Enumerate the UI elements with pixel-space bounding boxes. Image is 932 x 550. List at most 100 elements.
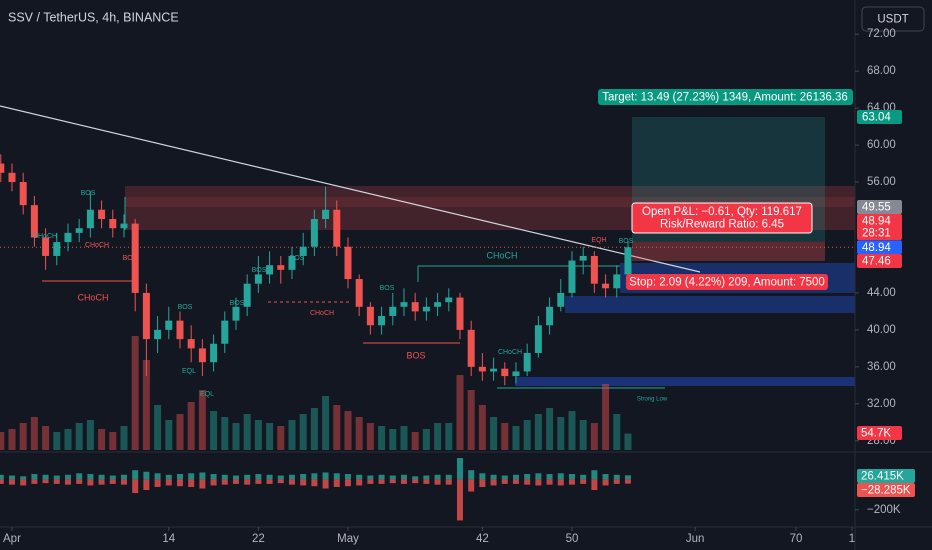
oscillator-bar (322, 472, 329, 480)
candle-body (64, 232, 72, 243)
price-tag-label: 48.94 (862, 242, 891, 254)
oscillator-bar (501, 475, 508, 480)
structure-label: BOS (380, 285, 395, 292)
y-tick-label: 60.00 (867, 139, 896, 151)
volume-bar (557, 417, 565, 450)
oscillator-bar (154, 479, 161, 487)
candle-body (602, 283, 610, 289)
candle-body (568, 260, 576, 293)
oscillator-bar (434, 474, 441, 480)
oscillator-bar (356, 479, 363, 486)
volume-bar (512, 426, 520, 450)
target-label-box (598, 89, 853, 105)
structure-label: CHoCH (85, 242, 109, 249)
volume-bar (445, 423, 453, 450)
price-tag-label: 47.46 (862, 255, 891, 267)
candle-body (490, 368, 498, 372)
x-tick-label: Apr (3, 533, 21, 545)
volume-bar (389, 429, 397, 450)
volume-bar (42, 426, 50, 450)
volume-bar (210, 411, 218, 450)
volume-bar (579, 420, 587, 450)
structure-label: BOS (252, 267, 267, 274)
x-tick-label: May (337, 533, 359, 545)
structure-label: BOS (178, 304, 193, 311)
oscillator-bar (524, 474, 531, 480)
oscillator-bar (456, 458, 463, 480)
oscillator-bar (42, 474, 49, 480)
volume-bar (64, 429, 72, 450)
candle-body (310, 218, 318, 247)
structure-label: EQL (200, 391, 214, 398)
price-tag-label: 63.04 (862, 112, 891, 124)
oscillator-bar (468, 470, 475, 480)
oscillator-bar (0, 479, 4, 484)
candle-body (187, 339, 195, 349)
volume-bar (501, 423, 509, 450)
structure-label: BOS (81, 190, 96, 197)
volume-bar (310, 408, 318, 450)
oscillator-bar (412, 476, 419, 480)
candle-body (176, 320, 184, 340)
y-tick-label: 44.00 (867, 287, 896, 299)
oscillator-bar (120, 474, 127, 480)
target-label: Target: 13.49 (27.23%) 1349, Amount: 261… (602, 92, 848, 104)
oscillator-bar (199, 479, 206, 489)
oscillator-bar (344, 479, 351, 487)
demand-zone (515, 377, 855, 386)
demand-zone (565, 296, 855, 313)
volume-bar (299, 414, 307, 450)
trend-line (0, 105, 701, 273)
candle-body (210, 343, 218, 363)
oscillator-bar (580, 474, 587, 480)
y2-tick-label: −200K (867, 504, 901, 516)
volume-bar (266, 423, 274, 450)
oscillator-bar (300, 474, 307, 480)
volume-bar (53, 432, 61, 450)
oscillator-bar (546, 474, 553, 480)
candle-body (478, 366, 486, 372)
candle-body (98, 209, 106, 219)
volume-bar (154, 405, 162, 450)
volume-bar (546, 408, 554, 450)
oscillator-bar (87, 474, 94, 480)
stop-zone (632, 241, 825, 261)
oscillator-bar (557, 479, 564, 486)
candle-body (30, 205, 38, 238)
y-tick-label: 72.00 (867, 28, 896, 40)
oscillator-bar (132, 479, 139, 494)
price-tag (857, 200, 902, 214)
volume-bar (131, 336, 139, 450)
volume-bar (165, 420, 173, 450)
x-tick-label: 70 (790, 533, 803, 545)
volume-bar (120, 426, 128, 450)
volume-bar (366, 423, 374, 450)
candle-body (411, 302, 419, 312)
volume-bar (8, 429, 16, 450)
oscillator-bar (512, 479, 519, 484)
price-tag (857, 109, 902, 124)
oscillator-bar (98, 474, 105, 480)
oscillator-bar (568, 474, 575, 480)
candle-body (613, 274, 621, 289)
volume-bar (75, 423, 83, 450)
oscillator-bar (244, 479, 251, 485)
volume-bar (98, 429, 106, 450)
oscillator-bar (591, 479, 598, 490)
x-tick-label: 22 (252, 533, 265, 545)
price-tag (857, 214, 902, 228)
candle-body (221, 320, 229, 344)
oscillator-bar (98, 479, 105, 485)
oscillator-bar (490, 479, 497, 486)
oscillator-bar (445, 474, 452, 480)
candle-body (624, 247, 632, 275)
volume-bar (568, 411, 576, 450)
oscillator-bar (479, 479, 486, 487)
currency-button[interactable] (861, 6, 925, 32)
volume-bar (602, 384, 610, 450)
candle-body (19, 182, 27, 206)
oscillator-bar (20, 476, 27, 480)
candle-body (546, 306, 554, 326)
oscillator-bar (132, 470, 139, 480)
currency-button-label[interactable]: USDT (877, 14, 908, 26)
